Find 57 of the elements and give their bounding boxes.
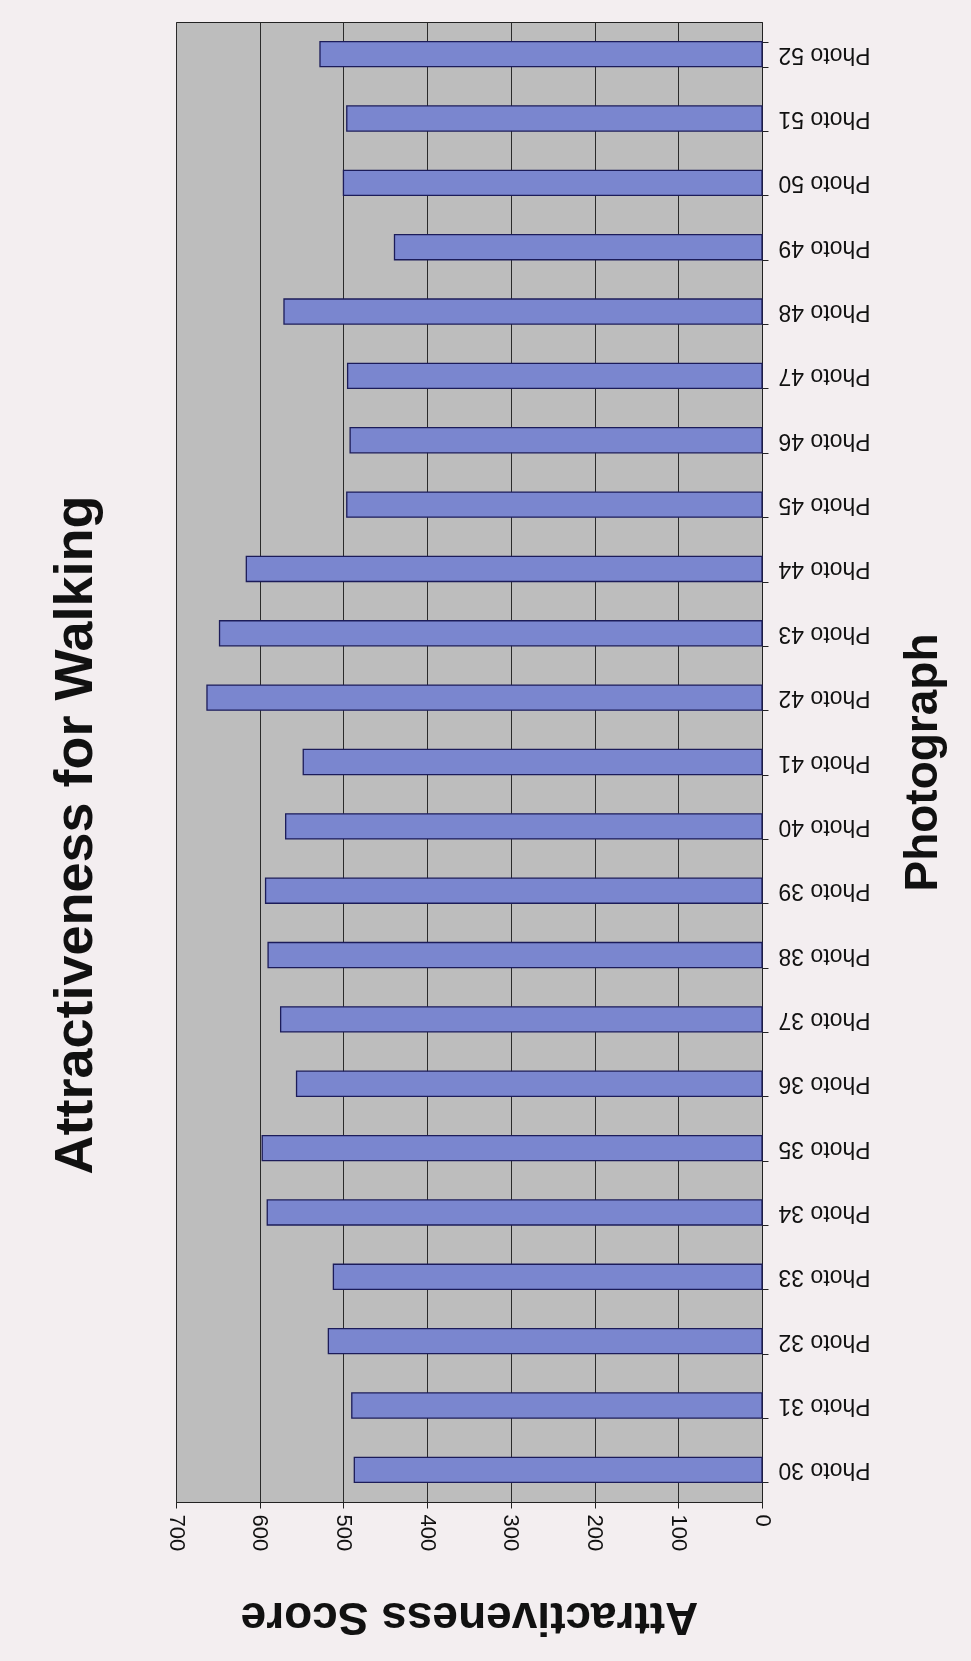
y-tick-label: Photo 46 — [778, 428, 871, 455]
y-axis-title: Photograph — [894, 633, 947, 892]
x-tick-label: 500 — [331, 1514, 357, 1552]
bar — [346, 362, 763, 390]
bar — [342, 169, 763, 197]
bar — [393, 234, 763, 261]
y-tick-label: Photo 35 — [778, 1136, 871, 1163]
x-tick-label: 200 — [583, 1514, 609, 1552]
bar — [319, 40, 763, 68]
bar — [218, 620, 763, 647]
x-tick-label: 600 — [248, 1514, 274, 1552]
y-tick-label: Photo 36 — [778, 1072, 871, 1099]
bar — [353, 1456, 763, 1484]
bar — [206, 684, 763, 711]
y-tick-label: Photo 43 — [778, 621, 871, 648]
x-axis-title: Attractiveness Score — [240, 1593, 699, 1646]
y-tick-label: Photo 38 — [778, 943, 871, 970]
bar — [346, 491, 763, 518]
y-tick-label: Photo 51 — [778, 107, 871, 134]
bar — [279, 1006, 763, 1033]
x-tick-label: 700 — [164, 1514, 190, 1552]
bar — [346, 105, 763, 132]
y-tick-label: Photo 42 — [778, 686, 871, 713]
bar — [266, 1199, 763, 1226]
bar — [245, 555, 763, 583]
bar — [283, 298, 763, 325]
y-tick-label: Photo 44 — [778, 557, 871, 584]
bar — [349, 427, 763, 454]
bar — [264, 877, 763, 904]
text: Attractiveness for Walking — [43, 495, 103, 1175]
y-tick-label: Photo 30 — [778, 1458, 871, 1485]
bar — [332, 1263, 763, 1290]
y-tick-label: Photo 52 — [778, 42, 871, 69]
y-tick-label: Photo 50 — [778, 171, 871, 198]
y-tick-label: Photo 48 — [778, 300, 871, 327]
x-tick-label: 400 — [415, 1514, 441, 1552]
y-tick-label: Photo 33 — [778, 1265, 871, 1292]
x-tick-label: 0 — [750, 1514, 776, 1527]
y-tick-label: Photo 31 — [778, 1393, 871, 1420]
bar — [285, 813, 763, 840]
y-tick-label: Photo 49 — [778, 235, 871, 262]
bar — [351, 1392, 763, 1419]
y-tick-label: Photo 40 — [778, 814, 871, 841]
y-tick-label: Photo 45 — [778, 493, 871, 520]
y-tick-label: Photo 39 — [778, 879, 871, 906]
y-tick-label: Photo 41 — [778, 750, 871, 777]
x-tick-label: 300 — [499, 1514, 525, 1552]
bar — [302, 748, 763, 776]
y-tick-label: Photo 34 — [778, 1200, 871, 1227]
bar — [267, 941, 763, 969]
y-tick-label: Photo 37 — [778, 1007, 871, 1034]
bar — [295, 1070, 763, 1097]
bar — [327, 1327, 763, 1355]
y-tick-label: Photo 32 — [778, 1329, 871, 1356]
bar — [261, 1134, 763, 1162]
y-tick-label: Photo 47 — [778, 364, 871, 391]
x-tick-label: 100 — [666, 1514, 692, 1552]
